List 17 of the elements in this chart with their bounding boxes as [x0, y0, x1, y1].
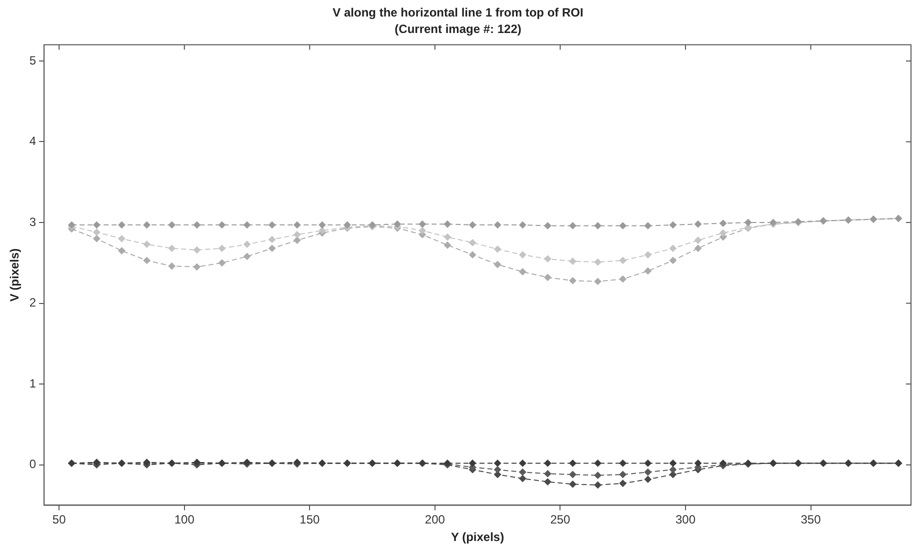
x-axis-title: Y (pixels) [450, 530, 504, 544]
y-tick-label: 1 [29, 376, 36, 390]
y-tick-label: 2 [29, 296, 36, 310]
x-tick-label: 50 [52, 512, 66, 527]
x-tick-label: 150 [300, 512, 320, 527]
y-tick-label: 0 [29, 457, 36, 472]
chart-title: V along the horizontal line 1 from top of ROI [332, 6, 584, 20]
x-tick-label: 350 [800, 512, 822, 527]
x-tick-label: 200 [424, 512, 446, 527]
y-tick-label: 5 [29, 53, 36, 68]
x-tick-label: 300 [675, 512, 696, 527]
x-tick-label: 250 [550, 512, 571, 527]
y-tick-label: 3 [29, 214, 36, 229]
y-axis-title: V (pixels) [8, 248, 22, 302]
y-tick-label: 4 [29, 134, 36, 148]
x-tick-label: 100 [174, 512, 195, 527]
chart-subtitle: (Current image #: 122) [394, 22, 522, 36]
